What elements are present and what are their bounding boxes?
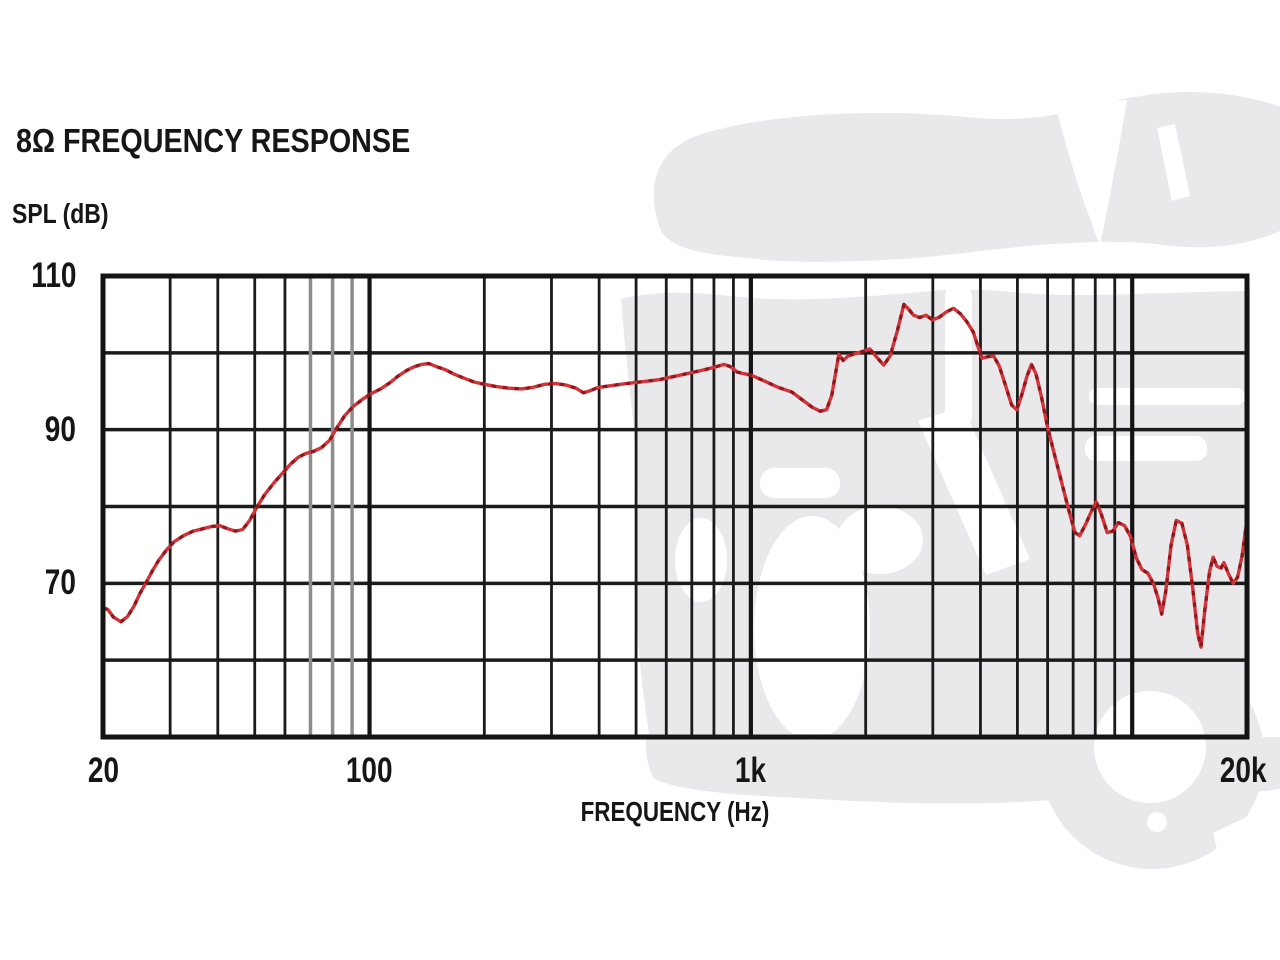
grid-lines (103, 276, 1247, 737)
spl-curve (101, 302, 1249, 649)
y-tick-text: 90 (44, 409, 76, 449)
y-axis-label-text: SPL (dB) (12, 198, 109, 229)
x-tick-label: 100 (310, 751, 430, 791)
y-tick-text: 110 (30, 256, 76, 295)
page-title-text: 8Ω FREQUENCY RESPONSE (16, 122, 411, 159)
x-axis-label: FREQUENCY (Hz) (425, 796, 925, 828)
x-tick-label: 20k (1183, 751, 1280, 791)
y-axis-label: SPL (dB) (12, 198, 130, 230)
y-tick-text: 70 (44, 563, 76, 603)
y-tick-label: 90 (0, 409, 76, 451)
x-tick-label: 1k (691, 751, 811, 791)
page-title: 8Ω FREQUENCY RESPONSE (16, 122, 469, 160)
x-tick-text: 20k (1219, 751, 1267, 790)
y-tick-label: 110 (0, 255, 76, 297)
x-tick-text: 20 (87, 751, 119, 790)
x-tick-text: 100 (346, 751, 393, 790)
x-tick-text: 1k (735, 751, 767, 790)
x-axis-label-text: FREQUENCY (Hz) (580, 796, 770, 827)
x-tick-label: 20 (43, 751, 163, 791)
plot-frame (100, 273, 1250, 740)
y-tick-label: 70 (0, 562, 76, 604)
